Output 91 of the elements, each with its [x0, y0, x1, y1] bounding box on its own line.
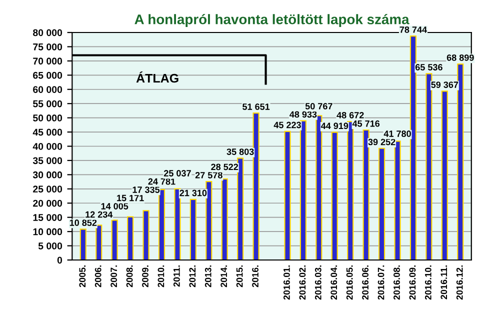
x-tick-label: 2014. [220, 265, 228, 288]
x-tick-label: 2011. [173, 265, 180, 287]
x-tick-label: 2016.10. [424, 265, 432, 300]
x-tick-label: 2016.05. [346, 265, 353, 300]
bar [142, 210, 150, 260]
bar [362, 129, 370, 260]
y-tick-label: 15 000 [33, 214, 62, 221]
y-tick-label: 25 000 [33, 186, 62, 193]
x-tick-label: 2016.08. [394, 265, 400, 300]
bar [174, 188, 181, 260]
data-label: 12 234 [86, 211, 113, 218]
bar [441, 90, 448, 260]
data-label: 15 171 [117, 194, 144, 202]
x-tick-label: 2016.01. [284, 265, 290, 300]
annotation: ÁTLAG [136, 71, 178, 83]
bar [252, 112, 260, 260]
bar [221, 178, 228, 260]
x-tick-label: 2013. [204, 265, 212, 288]
y-tick-label: 75 000 [33, 43, 62, 50]
data-label: 35 803 [226, 148, 254, 155]
y-tick-label: 20 000 [33, 200, 62, 207]
data-label: 27 578 [195, 172, 222, 178]
x-tick-label: 2016.04. [330, 265, 338, 300]
data-label: 17 335 [132, 186, 160, 193]
bar [111, 220, 118, 260]
x-tick-label: 2009. [142, 265, 148, 288]
bar [80, 228, 86, 260]
bar [96, 224, 102, 260]
x-tick-label: 2006. [94, 265, 102, 288]
data-label: 21 310 [180, 190, 207, 196]
bar [426, 73, 432, 260]
data-label: 44 919 [320, 122, 348, 130]
x-tick-label: 2016.09. [409, 265, 416, 300]
data-label: 59 367 [431, 82, 458, 88]
x-tick-label: 2015. [236, 265, 243, 288]
chart-title: A honlapról havonta letöltött lapok száma [134, 14, 410, 28]
data-label: 65 536 [415, 64, 442, 70]
data-label: 14 005 [101, 203, 128, 210]
y-tick-label: 60 000 [33, 86, 62, 93]
bar [300, 120, 307, 260]
x-tick-label: 2016.11. [440, 265, 448, 300]
bar [331, 132, 338, 260]
data-label: 45 223 [274, 122, 301, 128]
bar [378, 148, 386, 260]
data-label: 10 852 [70, 220, 97, 226]
x-tick-label: 2005. [79, 265, 86, 288]
x-tick-label: 2007. [110, 265, 118, 288]
x-tick-label: 2016.02. [299, 265, 306, 300]
bar [237, 158, 244, 260]
bar [190, 198, 196, 260]
y-tick-label: 0 [57, 256, 62, 264]
data-label: 50 767 [305, 103, 332, 110]
data-label: 24 781 [148, 178, 176, 185]
bar [206, 181, 212, 260]
data-label: 51 651 [242, 104, 270, 110]
y-tick-label: 70 000 [33, 58, 62, 65]
x-tick-label: 2010. [158, 265, 164, 288]
y-tick-label: 80 000 [33, 29, 62, 36]
y-tick-label: 65 000 [33, 72, 62, 79]
data-label: 39 252 [368, 138, 396, 146]
x-tick-label: 2016.06. [362, 265, 368, 300]
x-tick-label: 2012. [189, 265, 196, 288]
data-label: 45 716 [352, 120, 380, 127]
bar [316, 115, 322, 260]
bar [410, 36, 417, 260]
x-tick-label: 2016.03. [314, 265, 322, 300]
x-tick-label: 2016.07. [378, 265, 384, 300]
bar [127, 216, 134, 260]
data-label: 41 780 [384, 130, 411, 137]
bar [158, 188, 166, 260]
x-tick-label: 2016. [252, 265, 258, 288]
y-tick-label: 40 000 [32, 142, 62, 150]
data-label: 48 672 [336, 112, 364, 118]
y-tick-label: 35 000 [32, 157, 62, 164]
y-tick-label: 50 000 [32, 114, 62, 122]
bar [284, 130, 291, 260]
y-tick-label: 10 000 [33, 228, 62, 236]
y-tick-label: 30 000 [32, 171, 62, 178]
bar [394, 140, 401, 260]
bar [457, 64, 464, 260]
data-label: 25 037 [164, 170, 191, 176]
data-label: 48 933 [290, 111, 317, 118]
data-label: 78 744 [400, 26, 427, 33]
bar [347, 121, 354, 260]
data-label: 28 522 [211, 164, 238, 170]
x-tick-label: 2008. [126, 265, 133, 288]
x-tick-label: 2016.12. [456, 265, 463, 300]
data-label: 68 899 [446, 54, 474, 61]
y-tick-label: 55 000 [32, 100, 62, 108]
y-tick-label: 45 000 [32, 128, 62, 136]
y-tick-label: 5 000 [38, 242, 62, 250]
